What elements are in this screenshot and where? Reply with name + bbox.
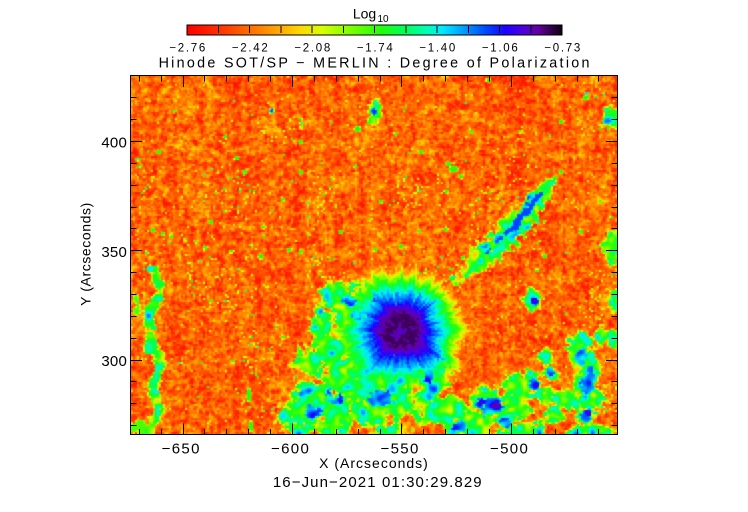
svg-text:Log: Log bbox=[353, 6, 376, 22]
svg-text:Hinode SOT/SP − MERLIN : Degre: Hinode SOT/SP − MERLIN : Degree of Polar… bbox=[159, 56, 592, 72]
svg-text:400: 400 bbox=[101, 134, 127, 151]
svg-text:300: 300 bbox=[101, 353, 127, 370]
svg-text:−650: −650 bbox=[162, 441, 201, 458]
svg-text:10: 10 bbox=[377, 14, 389, 25]
svg-text:350: 350 bbox=[101, 244, 127, 261]
svg-text:−550: −550 bbox=[381, 441, 420, 458]
svg-text:X (Arcseconds): X (Arcseconds) bbox=[319, 455, 429, 471]
svg-text:16−Jun−2021 01:30:29.829: 16−Jun−2021 01:30:29.829 bbox=[273, 474, 483, 491]
svg-text:−0.73: −0.73 bbox=[544, 43, 582, 55]
svg-text:−2.08: −2.08 bbox=[294, 43, 332, 55]
svg-text:−500: −500 bbox=[490, 441, 529, 458]
svg-text:−1.74: −1.74 bbox=[357, 43, 395, 55]
svg-text:−2.42: −2.42 bbox=[232, 43, 270, 55]
svg-text:−600: −600 bbox=[271, 441, 310, 458]
svg-text:−1.06: −1.06 bbox=[482, 43, 520, 55]
svg-text:−2.76: −2.76 bbox=[169, 43, 207, 55]
svg-text:−1.40: −1.40 bbox=[419, 43, 457, 55]
svg-text:Y (Arcseconds): Y (Arcseconds) bbox=[78, 202, 94, 306]
